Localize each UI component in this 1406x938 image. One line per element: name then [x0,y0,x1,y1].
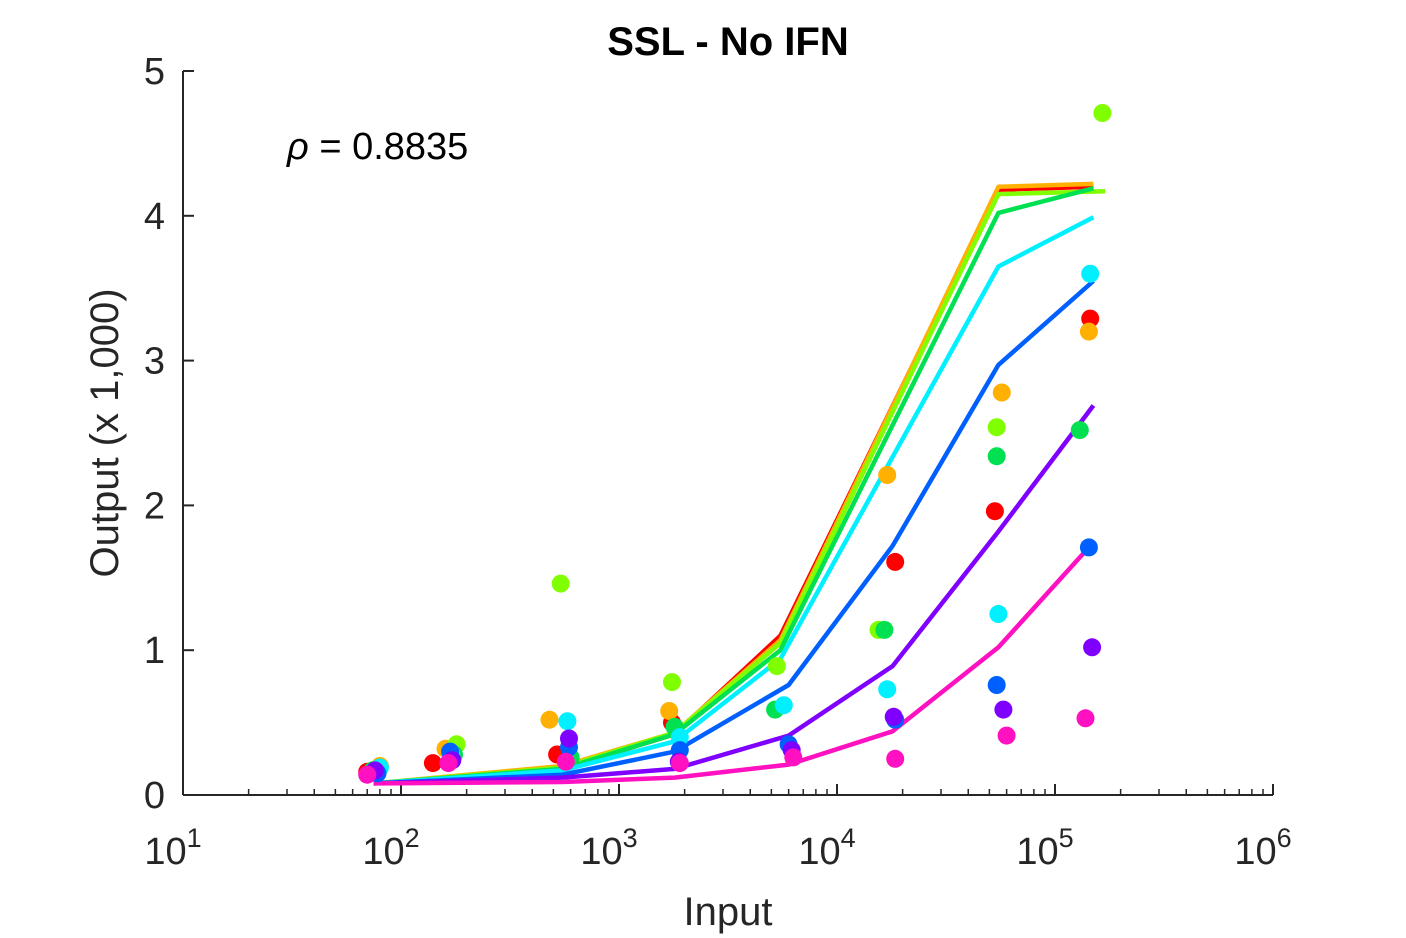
series-8-point [784,748,803,767]
series-2-point [992,383,1011,402]
series-3-point [551,574,570,593]
series-7-point [994,700,1013,719]
series-3-point [987,418,1006,437]
series-6-point [987,676,1006,694]
series-5-point [670,728,689,747]
x-tick-label: 105 [1016,823,1073,873]
series-2-point [1079,322,1098,341]
series-8-point [1076,709,1095,728]
correlation-annotation: ρ = 0.8835 [286,126,468,168]
series-8-point [670,754,689,773]
series-8-point [997,726,1016,745]
series-3-point [767,657,786,676]
correlation-value: = 0.8835 [309,126,469,168]
x-axis-label: Input [684,890,773,934]
y-tick-label: 0 [144,775,165,817]
y-tick-label: 4 [144,196,165,238]
x-tick-label: 101 [144,823,201,873]
chart-title: SSL - No IFN [607,20,848,64]
x-tick-label: 104 [798,823,855,873]
series-3-point [1093,104,1112,122]
series-4-point [875,620,894,639]
series-8-line [373,544,1092,786]
series-4-point [1070,421,1089,440]
series-8-point [886,749,905,768]
correlation-symbol: ρ [286,126,309,168]
series-layer [358,104,1112,786]
series-3-line [373,188,1106,786]
series-1-point [423,754,442,773]
series-7-point [560,729,578,748]
series-2-point [540,710,559,729]
series-6-point [1079,538,1098,557]
x-tick-label: 102 [362,823,419,873]
series-7-point [884,707,903,726]
series-1-point [886,552,905,571]
series-5-point [878,680,897,699]
series-1-point [985,502,1004,521]
series-points [358,104,1112,784]
series-6-line [373,279,1095,786]
series-1-point [1081,309,1100,328]
series-5-line [373,215,1095,786]
series-7-line [373,404,1096,786]
series-5-point [989,605,1008,623]
x-tick-label: 103 [580,823,637,873]
series-7-point [1083,638,1102,657]
series-8-point [358,765,377,784]
series-2-point [878,466,897,484]
series-5-point [558,712,577,731]
series-4-point [987,447,1006,466]
y-tick-label: 3 [144,341,165,383]
series-8-point [439,754,458,773]
series-5-point [774,696,793,715]
axes: 0 1 2 3 4 5 101 102 103 104 105 106 [144,51,1292,873]
y-tick-label: 1 [144,630,165,672]
y-tick-label: 2 [144,485,165,527]
series-2-point [660,702,679,720]
x-tick-label: 106 [1234,823,1291,873]
series-3-point [663,673,681,692]
series-5-point [1081,264,1100,283]
y-axis-label: Output (x 1,000) [83,288,127,577]
series-8-point [556,752,575,771]
y-tick-label: 5 [144,51,165,93]
